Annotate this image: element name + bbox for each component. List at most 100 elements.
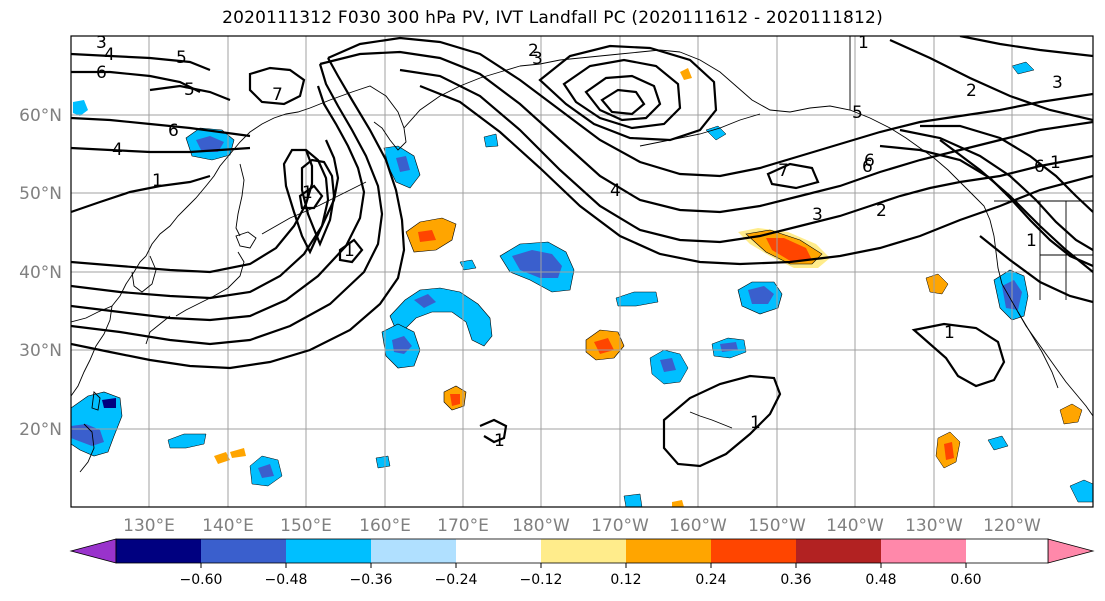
colorbar-bin-10 — [881, 539, 966, 563]
pv-band-9 — [920, 124, 1093, 213]
coast-taiwan — [91, 391, 101, 411]
colorbar-bin-11 — [966, 539, 1048, 563]
cb-label-9: 0.48 — [865, 572, 896, 588]
clab-5-ak: 5 — [852, 103, 863, 123]
pv-band-2 — [319, 50, 1093, 214]
coast-korea — [131, 255, 157, 293]
lon-label-140w: 140°W — [826, 516, 884, 536]
lat-label-50n: 50°N — [19, 184, 62, 204]
pos-patch-170e-core — [418, 230, 436, 242]
coastlines — [71, 36, 1093, 473]
clab-3-east: 3 — [812, 205, 823, 225]
longitude-labels: 130°E 140°E 150°E 160°E 170°E 180°W 170°… — [123, 516, 1041, 536]
pv-band-7 — [879, 144, 1093, 268]
lon-label-160e: 160°E — [359, 516, 411, 536]
cb-label-3: −0.36 — [350, 572, 393, 588]
cb-label-6: 0.12 — [610, 572, 641, 588]
clab-1-ak-top: 1 — [858, 33, 869, 53]
pv-loop-1-gulf — [766, 162, 820, 190]
colorbar-bin-6 — [541, 539, 626, 563]
pos-patch-135w — [925, 273, 949, 295]
pv-alaska-loop-3 — [584, 74, 662, 122]
clab-1-ak-2: 1 — [1050, 153, 1061, 173]
clab-3-nw: 3 — [96, 33, 107, 53]
lat-label-40n: 40°N — [19, 263, 62, 283]
lat-label-20n: 20°N — [19, 420, 62, 440]
map-frame — [70, 35, 1094, 508]
clab-6-nw: 6 — [96, 63, 107, 83]
neg-patch-aleutian — [705, 125, 727, 141]
pv-alaska-loop-2 — [562, 58, 682, 130]
clab-6-gulf: 6 — [864, 151, 875, 171]
pv-trough-5 — [71, 149, 314, 274]
coast-china-east — [71, 305, 113, 397]
pos-patch-sw-1 — [214, 452, 230, 464]
pv-contour-5-west — [71, 52, 211, 72]
cb-label-2: −0.48 — [265, 572, 308, 588]
coast-bc — [919, 147, 995, 237]
pos-patch-175e-core — [450, 394, 460, 406]
clab-1-sub-east: 1 — [944, 323, 955, 343]
lon-label-160w: 160°W — [669, 516, 727, 536]
ivt-anomaly-shading — [71, 61, 1093, 507]
pv-trough-4 — [71, 139, 340, 300]
clab-3-alaska: 3 — [532, 49, 543, 69]
cb-label-5: −0.12 — [520, 572, 563, 588]
cb-label-1: −0.60 — [180, 572, 223, 588]
pv-trough-2 — [71, 63, 384, 346]
pos-patch-alaska — [680, 68, 692, 80]
pv-contour-1-east — [911, 322, 1006, 388]
neg-patch-nw-corner — [73, 100, 88, 116]
pv-loop-kamchatka — [248, 66, 306, 106]
coast-alaska-west — [519, 49, 681, 67]
clab-1-trough-n: 1 — [302, 183, 313, 203]
pv-trough-inner-2 — [300, 158, 336, 247]
pv-band-3 — [399, 68, 1093, 244]
positive-anomaly-patches — [214, 68, 1083, 507]
state-borders — [1039, 201, 1093, 300]
latitude-labels: 20°N 30°N 40°N 50°N 60°N — [19, 106, 62, 440]
clab-1-bc: 1 — [1026, 231, 1037, 251]
clab-4-nw: 4 — [104, 45, 115, 65]
lon-label-150w: 150°W — [748, 516, 806, 536]
neg-patch-small-1 — [483, 133, 499, 148]
coast-baja — [1017, 311, 1059, 389]
colorbar-bin-2 — [201, 539, 286, 563]
clab-4-west: 4 — [112, 140, 123, 160]
pv-band-11 — [979, 235, 1093, 304]
pv-band-4 — [419, 84, 1093, 266]
clab-2-ne: 2 — [966, 81, 977, 101]
neg-core-kamchatka — [396, 156, 410, 172]
lon-label-170w: 170°W — [591, 516, 649, 536]
pv-trough-outer — [71, 57, 406, 370]
cb-label-4: −0.24 — [435, 572, 478, 588]
pv-band-8 — [899, 128, 1093, 251]
pv-contours — [71, 36, 1093, 468]
colorbar: −0.60 −0.48 −0.36 −0.24 −0.12 0.12 0.24 … — [69, 538, 1095, 588]
neg-patch-east-1 — [987, 435, 1009, 451]
pv-trough-inner-1 — [282, 148, 330, 255]
colorbar-bin-5 — [456, 539, 541, 563]
lat-label-30n: 30°N — [19, 341, 62, 361]
pv-contour-6-west — [71, 70, 201, 93]
coast-kuril-islands — [261, 181, 367, 235]
neg-patch-east-2 — [1069, 479, 1093, 503]
lon-label-170e: 170°E — [437, 516, 489, 536]
clab-7-gulf: 7 — [778, 161, 789, 181]
negative-anomaly-patches — [71, 61, 1093, 507]
pv-contour-4-west — [71, 146, 251, 154]
pv-alaska-loop-4 — [600, 88, 646, 116]
neg-core-japan-sea — [196, 136, 224, 152]
colorbar-outline — [115, 538, 1049, 564]
clab-3-ne: 3 — [1052, 73, 1063, 93]
clab-5-nw: 5 — [176, 48, 187, 68]
colorbar-bin-8 — [711, 539, 796, 563]
lon-label-150e: 150°E — [280, 516, 332, 536]
pv-core-north — [298, 184, 324, 210]
neg-patch-east-3 — [1011, 61, 1035, 75]
colorbar-bin-7 — [626, 539, 711, 563]
neg-core-150w — [748, 286, 774, 304]
pv-contour-1-west — [71, 174, 211, 214]
colorbar-bin-4 — [371, 539, 456, 563]
neg-patch-sw-1 — [167, 433, 207, 449]
